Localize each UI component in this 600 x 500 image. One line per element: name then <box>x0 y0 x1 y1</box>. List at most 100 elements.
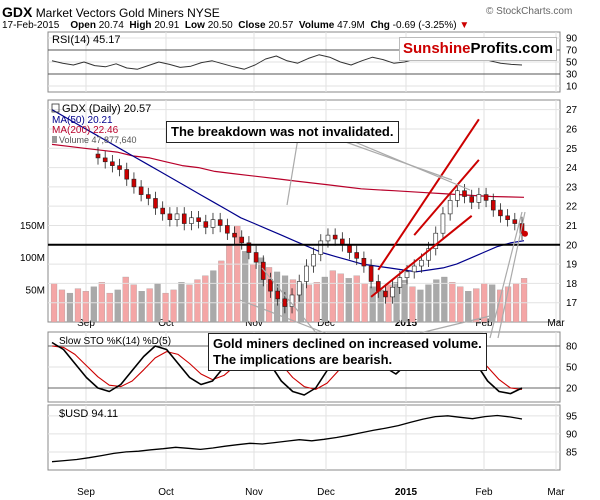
candle-body <box>447 200 453 215</box>
volume-bar <box>329 270 336 323</box>
ma50-legend: MA(50) 20.21 <box>52 115 113 126</box>
price-tick-label: 22 <box>566 202 578 213</box>
price-tick-label: 26 <box>566 124 578 135</box>
ma50-line <box>51 109 525 273</box>
annotation-leader-line <box>339 139 453 181</box>
volume-legend: Volume 47,877,640 <box>59 135 137 145</box>
x-tick-label-bottom: 2015 <box>395 487 418 498</box>
volume-bar <box>98 282 105 323</box>
candle-body <box>131 178 137 188</box>
usd-legend: $USD 94.11 <box>59 408 118 420</box>
x-tick-label-bottom: Mar <box>547 487 565 498</box>
candle-body <box>153 198 158 209</box>
candle-body <box>181 213 187 224</box>
candle-body <box>217 219 223 226</box>
price-tick-label: 24 <box>566 163 578 174</box>
trend-channel-line <box>370 215 473 298</box>
volume-bar <box>353 275 360 323</box>
volume-bar <box>520 278 528 323</box>
candle-body <box>505 215 510 220</box>
volume-bar <box>250 264 257 323</box>
watermark: © StockCharts.com <box>486 6 573 17</box>
candle-body <box>167 213 173 220</box>
volume-bar <box>337 273 344 323</box>
candle-body <box>426 248 431 261</box>
price-tick-label: 18 <box>566 279 578 290</box>
volume-bar <box>162 292 169 323</box>
rsi-tick-label: 30 <box>566 70 578 81</box>
annotation-leader-line <box>261 267 319 336</box>
candle-body <box>189 217 194 224</box>
panel-frame-usd <box>47 404 561 471</box>
candle-body <box>124 169 130 180</box>
usd-tick-label: 95 <box>566 411 578 422</box>
quote-date: 17-Feb-2015 <box>2 20 60 31</box>
volume-bar <box>497 289 504 323</box>
volume-bar <box>345 278 352 323</box>
ticker-symbol: GDX <box>2 4 33 20</box>
candle-body <box>232 232 237 238</box>
volume-bar <box>90 286 97 323</box>
volume-bar <box>186 284 193 323</box>
annotation-leader-line <box>489 211 523 339</box>
last-price-marker <box>522 230 528 237</box>
chart-title: GDX Market Vectors Gold Miners NYSE <box>2 4 220 20</box>
annotation-leader-line <box>419 315 491 334</box>
x-tick-label-mid: 2015 <box>395 318 418 329</box>
candle-body <box>404 271 410 278</box>
usd-tick-label: 90 <box>566 429 578 440</box>
candle-body <box>498 209 503 217</box>
x-tick-label-bottom: Nov <box>245 487 263 498</box>
annotation-volume-line2: The implications are bearish. <box>213 352 393 367</box>
candle-body <box>253 252 259 263</box>
volume-bar <box>417 289 424 323</box>
candle-body <box>311 254 316 267</box>
volume-tick-label: 50M <box>26 285 45 296</box>
candle-body <box>160 207 165 215</box>
brand-part2: Profits.com <box>470 40 554 57</box>
candle-body <box>275 290 280 300</box>
rsi-tick-label: 50 <box>566 58 578 69</box>
candle-body <box>347 244 352 253</box>
volume-bar <box>106 292 113 323</box>
candle-body <box>174 213 180 220</box>
candle-body <box>383 290 388 298</box>
trend-channel-line <box>377 118 480 271</box>
volume-bar <box>393 282 400 323</box>
volume-bar <box>202 275 209 323</box>
volume-bar <box>401 280 408 323</box>
candle-body <box>260 261 266 280</box>
candle-body <box>296 281 302 296</box>
price-tick-label: 21 <box>566 221 578 232</box>
candle-body <box>304 265 309 282</box>
volume-bar <box>66 292 74 323</box>
rsi-tick-label: 90 <box>566 34 578 45</box>
low-value: 20.50 <box>207 20 233 31</box>
candle-body <box>433 232 439 249</box>
candle-body <box>455 190 460 201</box>
x-tick-label-mid: Mar <box>547 318 565 329</box>
volume-bar <box>146 288 153 323</box>
volume-bar <box>138 291 145 323</box>
volume-bar <box>218 260 225 323</box>
usd-tick-label: 85 <box>566 447 578 458</box>
open-value: 20.74 <box>98 20 124 31</box>
exchange-name: NYSE <box>187 6 220 20</box>
price-tick-label: 17 <box>566 298 578 309</box>
trend-channel-line <box>413 159 480 236</box>
usd-series-line <box>51 414 523 463</box>
volume-bar <box>178 282 185 323</box>
stoch-legend: Slow STO %K(14) %D(5) <box>59 336 171 347</box>
x-tick-label-mid: Nov <box>245 318 263 329</box>
x-tick-label-bottom: Sep <box>77 487 95 498</box>
volume-bar <box>265 267 273 323</box>
volume-bar <box>82 291 89 323</box>
candle-body <box>138 186 144 195</box>
candle-body <box>146 194 151 199</box>
candle-body <box>117 165 122 170</box>
price-tick-label: 20 <box>566 240 578 251</box>
quote-line: 17-Feb-2015 Open 20.74 High 20.91 Low 20… <box>2 20 470 31</box>
candle-body <box>483 194 489 201</box>
candle-body <box>411 265 417 273</box>
